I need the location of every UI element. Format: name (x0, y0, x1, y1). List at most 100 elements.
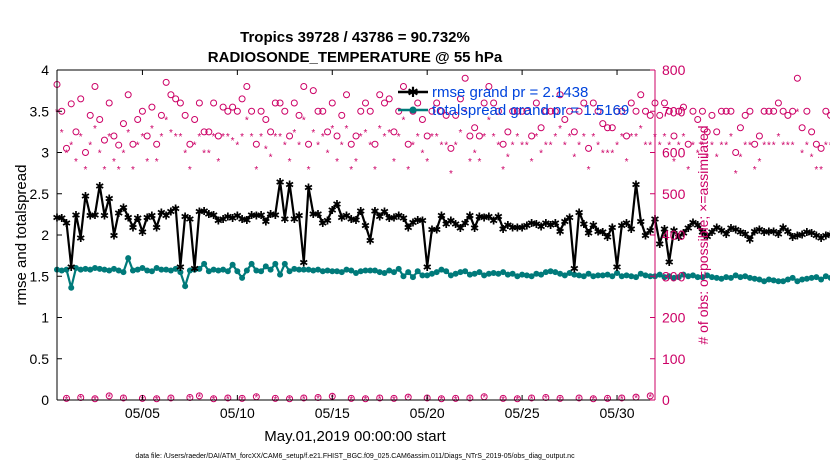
rmse-point: ✱ (570, 264, 579, 276)
rmse-point: ✱ (608, 222, 617, 234)
rmse-point: ✱ (593, 226, 602, 238)
totalspread-point (666, 273, 673, 280)
obs-assimilated-point: * (458, 128, 462, 139)
obs-assimilated-point: * (98, 149, 102, 160)
rmse-point: ✱ (219, 214, 228, 226)
right-y-tick-label: 500 (662, 186, 686, 202)
obs-possible-point (86, 111, 94, 119)
rmse-point: ✱ (817, 233, 826, 245)
obs-assimilated-point: * (705, 153, 709, 164)
obs-possible-point (96, 116, 104, 123)
obs-possible-point (219, 103, 227, 111)
obs-assimilated-point: * (463, 107, 467, 118)
obs-assimilated-point: * (368, 140, 372, 151)
obs-assimilated-point: * (178, 132, 182, 143)
rmse-point: ✱ (798, 230, 807, 242)
obs-assimilated-point: * (620, 132, 624, 143)
totalspread-point (148, 268, 155, 275)
left-y-tick-label: 0.5 (30, 351, 50, 367)
obs-assimilated-point: * (667, 140, 671, 151)
obs-possible-low-point (361, 395, 369, 403)
obs-possible-point (774, 99, 782, 107)
obs-possible-low-point (224, 394, 232, 402)
obs-possible-point (608, 124, 616, 132)
obs-possible-point (494, 107, 502, 115)
totalspread-point (623, 272, 630, 279)
obs-assimilated-series: ************************ * ****** **** * * ***… (55, 107, 830, 180)
obs-assimilated-point: * (553, 132, 557, 143)
obs-possible-low-point (300, 394, 308, 402)
right-y-tick-label: 100 (662, 351, 686, 367)
right-y-tick-label: 300 (662, 268, 686, 284)
totalspread-point (633, 274, 640, 281)
totalspread-point (656, 271, 663, 278)
obs-possible-low-point (77, 394, 85, 402)
obs-assimilated-point: * (121, 149, 125, 160)
rmse-point: ✱ (228, 213, 237, 225)
obs-assimilated-point: * (724, 140, 728, 151)
obs-possible-point (357, 107, 365, 115)
rmse-point: ✱ (574, 207, 583, 219)
totalspread-point (395, 265, 402, 272)
totalspread-point (462, 268, 469, 275)
obs-assimilated-point: * (719, 140, 723, 151)
rmse-point: ✱ (688, 217, 697, 229)
obs-possible-low-point (452, 394, 460, 402)
obs-assimilated-point: * (425, 157, 429, 168)
obs-assimilated-point: * (572, 153, 576, 164)
rmse-point: ✱ (100, 211, 109, 223)
obs-possible-point (380, 99, 388, 107)
obs-possible-point (532, 99, 540, 107)
obs-assimilated-point: * (601, 149, 605, 160)
totalspread-point (381, 269, 388, 276)
obs-possible-point (119, 120, 127, 128)
totalspread-point (552, 269, 559, 276)
totalspread-point (248, 260, 255, 267)
obs-possible-point (793, 74, 801, 82)
rmse-point: ✱ (380, 207, 389, 219)
totalspread-point (120, 269, 127, 276)
totalspread-point (96, 265, 103, 272)
rmse-point: ✱ (565, 212, 574, 224)
obs-possible-low-point (499, 394, 507, 402)
rmse-point: ✱ (584, 228, 593, 240)
obs-assimilated-low-point: * (515, 395, 519, 406)
obs-possible-point (490, 99, 498, 107)
obs-assimilated-point: * (577, 140, 581, 151)
totalspread-point (239, 274, 246, 281)
obs-assimilated-low-point: * (79, 394, 83, 405)
totalspread-point (500, 269, 507, 276)
rmse-point: ✱ (423, 262, 432, 274)
x-ticks: 05/05 05/10 05/15 05/20 05/25 05/30 (125, 70, 635, 421)
obs-assimilated-point: * (520, 140, 524, 151)
totalspread-point (144, 267, 151, 274)
obs-assimilated-point: * (406, 165, 410, 176)
rmse-point: ✱ (764, 226, 773, 238)
totalspread-point (751, 275, 758, 282)
rmse-point: ✱ (826, 230, 830, 242)
rmse-point: ✱ (475, 212, 484, 224)
rmse-point: ✱ (655, 239, 664, 251)
totalspread-point (580, 273, 587, 280)
obs-possible-point (456, 95, 464, 103)
obs-assimilated-point: * (316, 140, 320, 151)
rmse-point: ✱ (812, 231, 821, 243)
totalspread-point (495, 270, 502, 277)
totalspread-point (689, 272, 696, 279)
obs-assimilated-point: * (686, 165, 690, 176)
obs-possible-point (295, 111, 303, 119)
x-tick-label: 05/20 (410, 405, 445, 421)
totalspread-point (713, 274, 720, 281)
obs-assimilated-point: * (359, 132, 363, 143)
obs-possible-low-point (105, 392, 113, 400)
obs-possible-point (789, 107, 797, 115)
obs-possible-point (286, 132, 294, 140)
totalspread-point (196, 265, 203, 272)
obs-assimilated-point: * (672, 157, 676, 168)
obs-possible-point (191, 116, 199, 123)
obs-possible-low-point (167, 394, 175, 402)
obs-assimilated-point: * (634, 132, 638, 143)
obs-possible-low-point (390, 394, 398, 402)
totalspread-point (201, 260, 208, 267)
obs-assimilated-point: * (549, 140, 553, 151)
